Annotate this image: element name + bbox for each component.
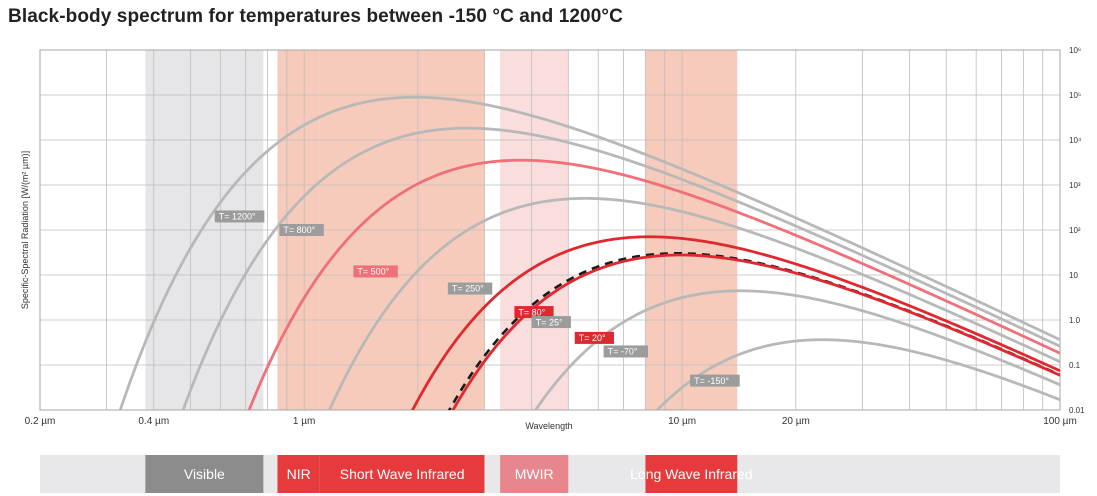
curve-tag-background bbox=[574, 331, 614, 344]
x-tick-label: 0.4 µm bbox=[138, 416, 169, 427]
x-tick-label: 1 µm bbox=[293, 416, 315, 427]
curve-tag-t-70: T= -70° bbox=[603, 345, 649, 358]
curve-tag-background bbox=[514, 306, 554, 319]
curve-tag-layer: T= 1200° T= 800° T= 500° T= 250° T= 80°T= 25… bbox=[214, 210, 740, 387]
band-bar-label: MWIR bbox=[515, 466, 554, 482]
plot-frame bbox=[39, 49, 1061, 411]
curve-tag-label: T= 20° bbox=[579, 333, 606, 343]
curve-tag-t-80: T= 80° bbox=[514, 306, 554, 319]
curve-tag-t-1200: T= 1200° bbox=[214, 210, 265, 223]
curve-tag-t-150: T= -150° bbox=[690, 374, 740, 387]
x-axis-label: Wavelength bbox=[525, 421, 572, 431]
curve-tag-t-20: T= 20° bbox=[574, 331, 614, 344]
y-tick-label: 10⁴ bbox=[1069, 136, 1082, 145]
curve-t-800 bbox=[181, 126, 1060, 410]
y-tick-label: 0.01 bbox=[1069, 406, 1085, 415]
curve-tag-background bbox=[531, 316, 571, 329]
curve-tag-background bbox=[447, 282, 493, 295]
x-tick-label: 20 µm bbox=[782, 416, 810, 427]
curve-tag-background bbox=[214, 210, 265, 223]
curve-tag-label: T= 1200° bbox=[219, 212, 256, 222]
band-bar-visible bbox=[145, 455, 264, 493]
x-tick-label: 0.2 µm bbox=[25, 416, 56, 427]
band-label-bar: Visible NIR Short Wave Infrared MWIR Long Wa… bbox=[40, 455, 1060, 493]
curve-tag-t-800: T= 800° bbox=[279, 224, 324, 236]
curve-tag-t-500: T= 500° bbox=[353, 265, 398, 278]
curve-tag-background bbox=[690, 374, 740, 387]
x-tick-label: 100 µm bbox=[1043, 416, 1077, 427]
curve-t-250 bbox=[327, 196, 1060, 410]
y-tick-label: 0.1 bbox=[1069, 361, 1081, 370]
curve-tag-label: T= -150° bbox=[694, 376, 729, 386]
y-tick-layer: 10⁶ 10⁵ 10⁴ 10³ 10² 10 1.0 0.1 0.01 bbox=[1069, 46, 1085, 415]
curve-tag-label: T= 80° bbox=[518, 307, 545, 317]
band-bar-nir bbox=[277, 455, 320, 493]
curve-t-80 bbox=[411, 235, 1060, 410]
y-axis-label: Specific-Spectral Radiation [W/(m² µm)] bbox=[20, 151, 30, 309]
y-tick-label: 10⁵ bbox=[1069, 91, 1081, 100]
y-tick-label: 10³ bbox=[1069, 181, 1081, 190]
curve-tag-t-250: T= 250° bbox=[447, 282, 493, 295]
curve-tag-background bbox=[279, 224, 324, 236]
band-bar-label: Short Wave Infrared bbox=[340, 466, 465, 482]
curve-tag-t-25: T= 25° bbox=[531, 316, 571, 329]
curve-t-500 bbox=[247, 158, 1060, 410]
band-bar-label: Visible bbox=[184, 466, 225, 482]
y-tick-label: 10⁶ bbox=[1069, 46, 1081, 55]
band-bar-short-wave-infrared bbox=[319, 455, 485, 493]
curve-tag-label: T= 25° bbox=[536, 317, 563, 327]
y-tick-label: 10 bbox=[1069, 271, 1078, 280]
curve-tag-label: T= -70° bbox=[608, 347, 638, 357]
curve-tag-background bbox=[603, 345, 649, 358]
band-bar-label: Long Wave Infrared bbox=[630, 466, 752, 482]
y-tick-label: 1.0 bbox=[1069, 316, 1081, 325]
y-tick-label: 10² bbox=[1069, 226, 1081, 235]
curve-tag-label: T= 800° bbox=[283, 225, 315, 235]
curve-tag-label: T= 500° bbox=[357, 267, 389, 277]
band-bar-mwir bbox=[500, 455, 569, 493]
curve-tag-background bbox=[353, 265, 398, 278]
chart-title: Black-body spectrum for temperatures bet… bbox=[8, 6, 623, 27]
curve-t-1200 bbox=[118, 95, 1060, 410]
x-tick-layer: 0.2 µm 0.4 µm 1 µm 10 µm 20 µm 100 µm bbox=[25, 416, 1077, 427]
x-tick-label: 10 µm bbox=[668, 416, 696, 427]
band-bar-label: NIR bbox=[287, 466, 311, 482]
curve-t-20 bbox=[451, 253, 1060, 410]
band-bar-long-wave-infrared bbox=[645, 455, 738, 493]
curve-tag-label: T= 250° bbox=[452, 284, 484, 294]
